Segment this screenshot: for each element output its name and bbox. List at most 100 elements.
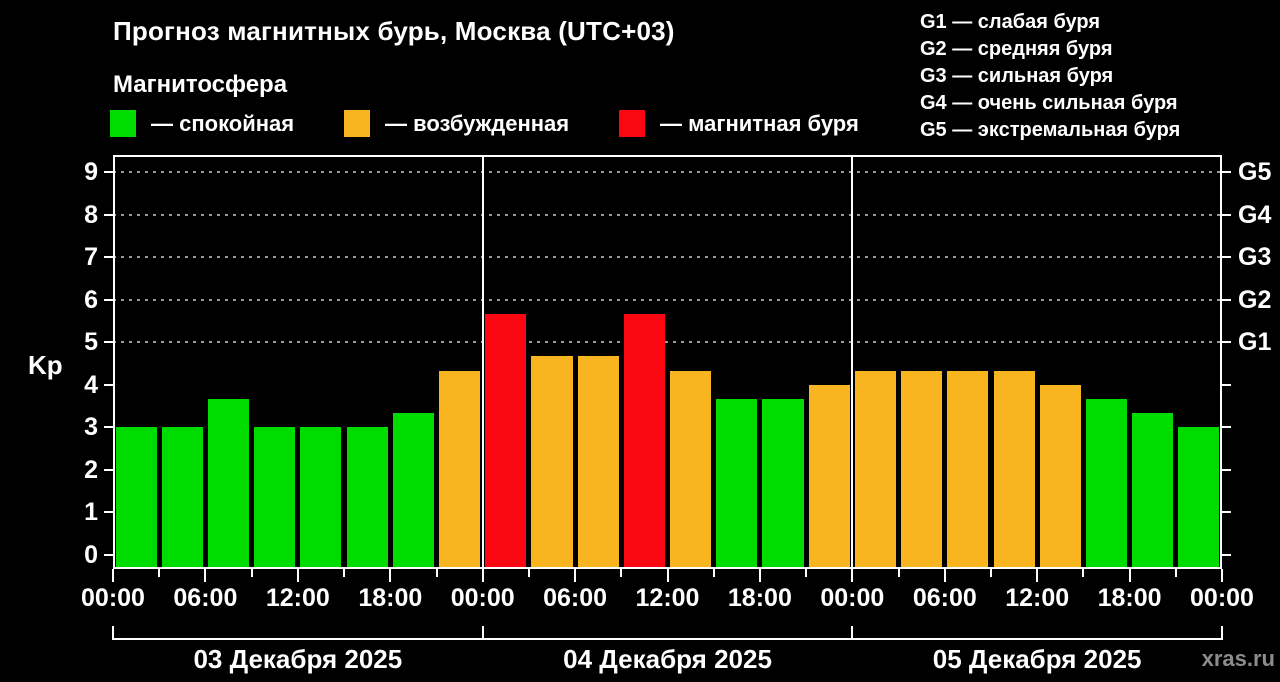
x-tick-major <box>1036 569 1039 582</box>
y-tick-right <box>1222 171 1231 173</box>
day-separator <box>851 155 854 569</box>
kp-bar <box>623 313 665 569</box>
x-tick-label: 00:00 <box>81 584 145 612</box>
y-tick-label: 2 <box>84 455 98 484</box>
day-bracket-tick <box>481 626 484 640</box>
y-axis-title: Kp <box>28 350 63 380</box>
legend-label-excited: — возбужденная <box>385 110 570 136</box>
kp-bar <box>854 370 896 569</box>
g-level-label: G5 <box>1238 158 1272 186</box>
kp-bar <box>901 370 943 569</box>
legend-item-storm: — магнитная буря <box>619 110 859 137</box>
g-legend-line: G1 — слабая буря <box>920 11 1101 33</box>
kp-bar <box>1085 398 1128 569</box>
excited-color-swatch-icon <box>344 110 370 137</box>
x-tick-minor <box>805 569 808 577</box>
x-tick-major <box>296 569 299 582</box>
g-legend-line: G3 — сильная буря <box>920 65 1114 87</box>
y-tick <box>104 383 113 386</box>
gridline <box>113 171 1222 173</box>
day-bracket-tick <box>851 626 854 640</box>
gridline <box>113 256 1222 259</box>
kp-bar <box>993 370 1035 569</box>
watermark: xras.ru <box>1201 646 1275 671</box>
x-tick-minor <box>158 569 161 577</box>
y-tick <box>104 171 113 173</box>
x-tick-minor <box>1082 569 1085 577</box>
y-tick-right <box>1222 341 1231 344</box>
y-tick <box>104 554 113 556</box>
gridline <box>113 341 1222 344</box>
legend-item-quiet: — спокойная <box>110 110 294 137</box>
kp-bar <box>392 413 434 569</box>
g-level-label: G3 <box>1238 243 1272 272</box>
page-title: Прогноз магнитных бурь, Москва (UTC+03) <box>113 16 675 46</box>
y-tick-right <box>1222 298 1231 301</box>
kp-bar <box>207 398 250 569</box>
x-tick-minor <box>527 569 530 577</box>
plot-border <box>113 155 1222 569</box>
x-tick-label: 18:00 <box>358 584 423 612</box>
g-legend-line: G2 — средняя буря <box>920 38 1113 60</box>
g-level-label: G4 <box>1238 200 1272 229</box>
day-separator <box>481 155 484 569</box>
y-tick-label: 3 <box>84 413 98 442</box>
x-tick-label: 06:00 <box>173 584 238 612</box>
x-tick-minor <box>897 569 900 577</box>
kp-bar <box>115 427 157 569</box>
day-bracket-tick <box>1221 626 1223 640</box>
x-tick-major <box>112 569 114 582</box>
kp-bar <box>254 427 296 569</box>
y-tick <box>104 341 113 344</box>
kp-bar <box>577 356 619 569</box>
x-tick-major <box>389 569 392 582</box>
x-tick-label: 00:00 <box>1190 584 1254 612</box>
kp-bar <box>439 370 481 569</box>
y-tick-label: 6 <box>84 285 98 314</box>
y-tick <box>104 256 113 259</box>
x-tick-major <box>943 569 946 582</box>
x-tick-major <box>666 569 669 582</box>
day-bracket-line <box>113 638 1222 640</box>
day-date-label: 03 Декабря 2025 <box>193 644 403 674</box>
x-tick-major <box>204 569 207 582</box>
day-date-label: 04 Декабря 2025 <box>563 644 772 674</box>
x-tick-major <box>758 569 761 582</box>
x-tick-minor <box>620 569 623 577</box>
kp-bar <box>947 370 989 569</box>
y-tick <box>104 298 113 301</box>
day-bracket-tick <box>112 626 114 640</box>
plot-area <box>113 155 1222 569</box>
x-tick-label: 00:00 <box>820 584 885 612</box>
x-tick-minor <box>343 569 345 577</box>
kp-bar <box>808 384 850 569</box>
g-level-label: G2 <box>1238 285 1272 314</box>
x-tick-major <box>574 569 577 582</box>
y-tick-label: 0 <box>84 541 98 569</box>
y-tick-label: 9 <box>84 158 98 186</box>
legend-item-excited: — возбужденная <box>344 110 569 137</box>
x-tick-label: 00:00 <box>450 584 515 612</box>
x-tick-major <box>851 569 854 582</box>
kp-bar <box>1132 413 1174 569</box>
quiet-color-swatch-icon <box>110 110 136 137</box>
kp-bar <box>1039 384 1081 569</box>
y-tick-right <box>1222 554 1231 556</box>
x-tick-minor <box>250 569 253 577</box>
x-tick-label: 12:00 <box>1005 584 1070 612</box>
y-tick-label: 5 <box>84 328 98 357</box>
y-tick <box>104 511 113 514</box>
y-tick-label: 4 <box>84 370 98 399</box>
x-tick-label: 12:00 <box>265 584 330 612</box>
y-tick-right <box>1222 256 1231 259</box>
g-level-label: G1 <box>1238 328 1272 357</box>
g-legend-line: G5 — экстремальная буря <box>920 119 1181 141</box>
kp-bar <box>1178 427 1220 569</box>
y-tick-right <box>1222 511 1231 514</box>
x-tick-label: 18:00 <box>1097 584 1162 612</box>
x-tick-minor <box>990 569 992 577</box>
kp-bar <box>716 398 758 569</box>
y-tick-right <box>1222 383 1231 386</box>
